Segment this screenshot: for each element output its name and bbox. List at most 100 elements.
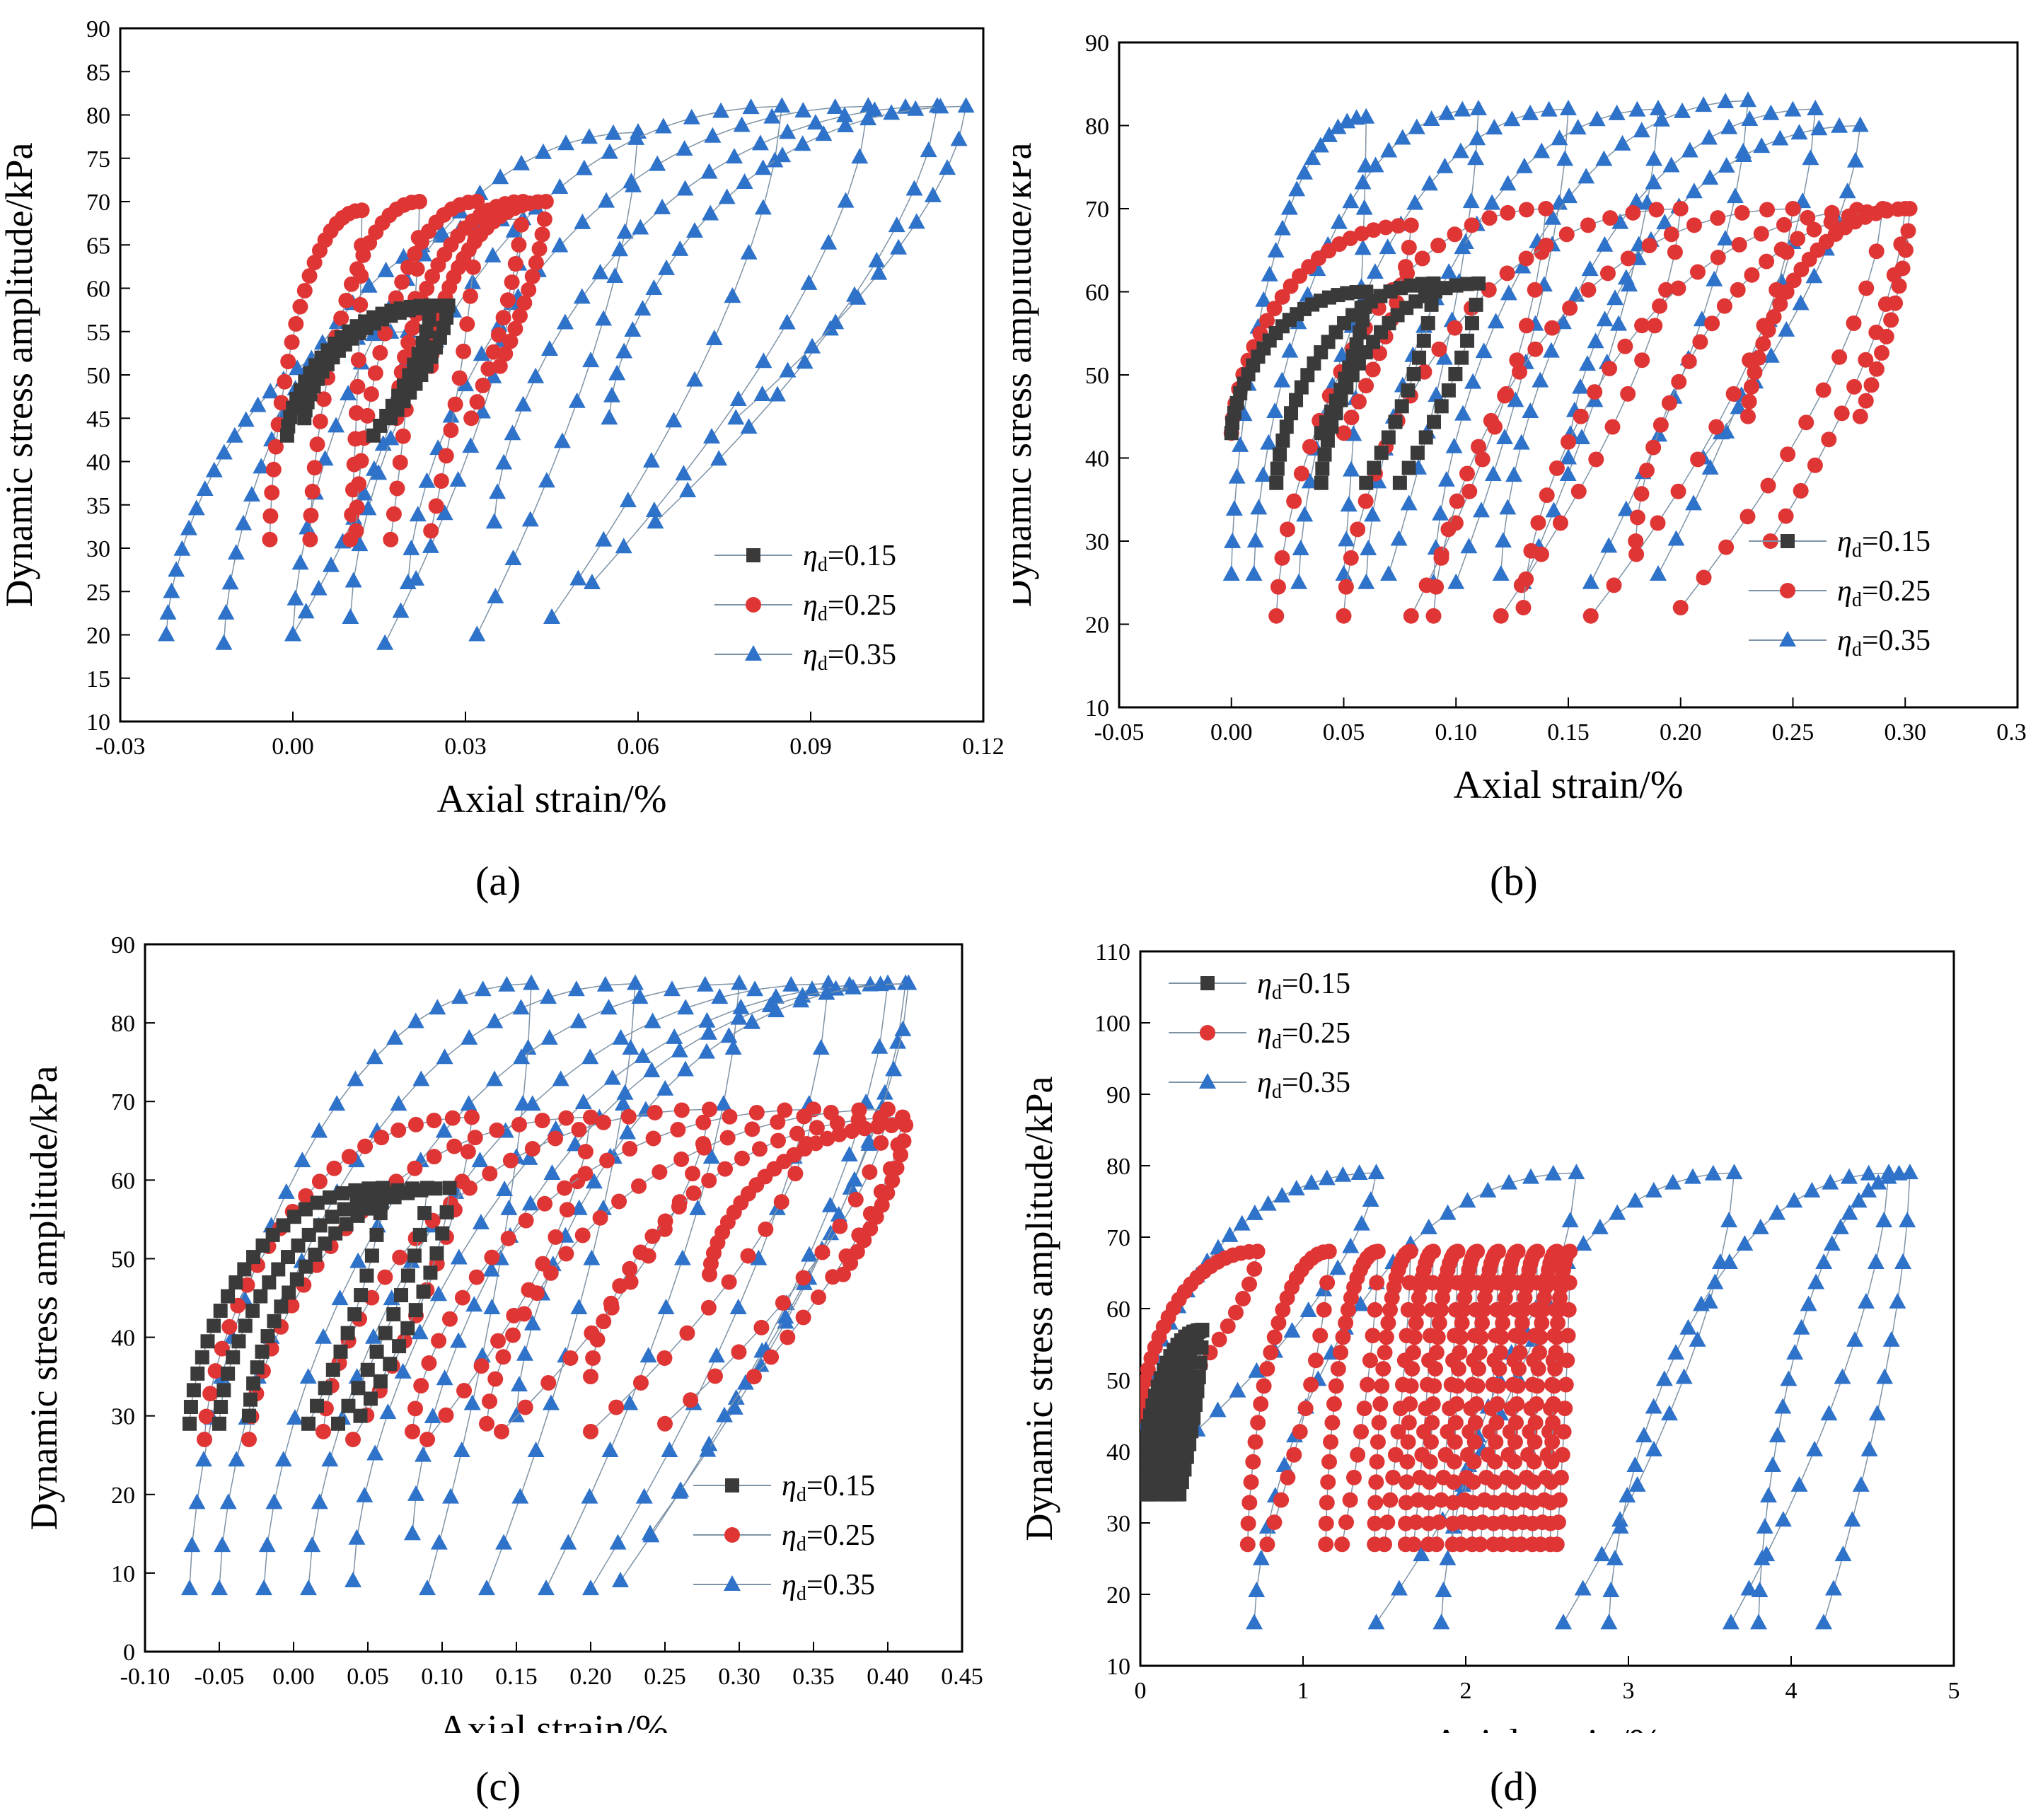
data-point [1581, 260, 1599, 277]
data-point [1402, 1244, 1418, 1260]
data-point [1628, 192, 1645, 209]
data-point [1491, 1361, 1507, 1377]
data-point [869, 1118, 886, 1135]
data-point [195, 1350, 209, 1364]
data-point [1345, 1469, 1362, 1485]
data-point [801, 1246, 818, 1262]
data-point [849, 1244, 865, 1260]
y-tick-label: 80 [86, 103, 110, 129]
data-point [731, 1344, 747, 1360]
x-tick-label: 0.40 [867, 1664, 909, 1690]
data-point [581, 1048, 599, 1065]
data-point [1538, 238, 1554, 254]
data-point [727, 409, 745, 425]
data-point [274, 1299, 289, 1314]
data-point [1704, 315, 1720, 332]
data-point [711, 988, 729, 1004]
data-point [1667, 1344, 1685, 1360]
data-point [351, 1381, 366, 1396]
data-point [1382, 1492, 1399, 1508]
y-tick-label: 40 [111, 1326, 135, 1352]
y-tick-label: 35 [86, 493, 110, 519]
data-point [1695, 96, 1713, 112]
data-point [1860, 1440, 1878, 1456]
data-point [673, 1102, 690, 1118]
data-point [1493, 1536, 1510, 1553]
data-point [322, 556, 340, 572]
data-point [502, 333, 519, 349]
y-tick-label: 70 [111, 1089, 135, 1115]
data-point [249, 396, 267, 412]
data-point [702, 204, 719, 221]
data-point [1333, 393, 1348, 407]
data-point [1532, 371, 1549, 388]
data-point [1759, 202, 1776, 218]
data-point [1406, 1536, 1422, 1553]
data-point [1365, 222, 1382, 238]
data-point [1784, 100, 1802, 117]
data-point [1769, 1427, 1786, 1443]
data-point [407, 1012, 424, 1028]
data-point [601, 1441, 619, 1457]
data-point [490, 1333, 506, 1349]
data-point [1324, 419, 1339, 434]
data-point [1270, 579, 1286, 595]
y-tick-label: 10 [111, 1561, 135, 1587]
data-point [461, 1028, 478, 1045]
x-tick-label: -0.10 [120, 1664, 170, 1690]
data-point [1525, 1474, 1541, 1490]
data-point [1559, 465, 1577, 481]
series-line [1568, 124, 1861, 458]
data-point [390, 1122, 407, 1138]
data-point [1464, 373, 1482, 389]
data-point [1539, 487, 1555, 504]
data-point [1810, 120, 1828, 136]
data-point [1574, 1580, 1592, 1596]
data-point [464, 1109, 480, 1125]
data-point [1542, 342, 1560, 358]
data-point [386, 1028, 404, 1045]
data-point [1350, 1164, 1368, 1181]
data-point [1752, 1218, 1769, 1234]
data-point [1650, 565, 1667, 581]
data-point [1340, 496, 1358, 512]
data-point [1681, 141, 1698, 158]
y-axis-label: Dynamic stress amplitude/kPa [23, 1066, 65, 1531]
y-tick-label: 30 [1106, 1511, 1130, 1537]
x-tick-label: 0.10 [1435, 719, 1478, 746]
data-point [577, 1144, 594, 1160]
data-point [1312, 1328, 1329, 1344]
data-point [884, 1173, 901, 1189]
data-point [299, 518, 316, 535]
y-tick-label: 20 [86, 623, 110, 649]
data-point [419, 1432, 435, 1447]
data-point [1807, 457, 1823, 473]
data-point [438, 1407, 454, 1423]
data-point [1428, 386, 1445, 402]
data-point [1447, 573, 1465, 589]
data-point [780, 1329, 796, 1345]
data-point [411, 347, 426, 361]
data-point [673, 1151, 690, 1167]
data-point [408, 1303, 423, 1318]
x-tick-label: 0.30 [1885, 719, 1927, 746]
data-point [456, 1383, 473, 1399]
data-point [1823, 214, 1839, 231]
data-point [1741, 110, 1759, 127]
data-point [237, 1262, 252, 1277]
data-point [1851, 116, 1869, 132]
data-point [412, 1070, 430, 1086]
data-point [540, 1028, 558, 1045]
data-point [372, 344, 388, 361]
data-point [1793, 482, 1809, 499]
data-point [1841, 1168, 1858, 1184]
data-point [1582, 573, 1599, 589]
data-point [543, 1164, 561, 1180]
y-tick-label: 90 [86, 16, 110, 42]
data-point [559, 1202, 575, 1218]
data-point [316, 1423, 331, 1439]
data-point [1195, 1323, 1210, 1338]
data-point [1831, 1218, 1849, 1234]
data-point [1484, 465, 1502, 481]
legend-marker-circle [746, 597, 761, 613]
